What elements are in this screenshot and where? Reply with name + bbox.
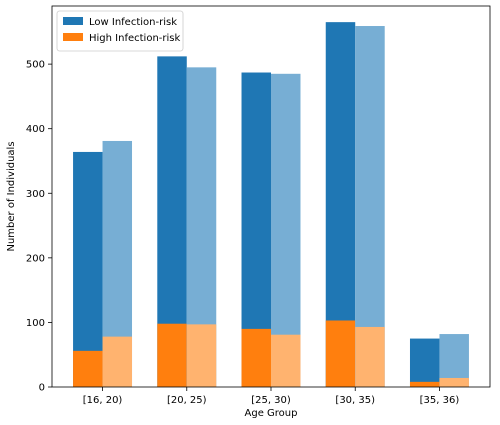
bar-total-g2-3 bbox=[355, 26, 385, 387]
bar-high-risk-g1-2 bbox=[241, 328, 271, 387]
bar-high-risk-g2-4 bbox=[439, 377, 469, 387]
axes-layer: 0 100 200 300 400 500 [16, 20) [20, 25) [25, 30)… bbox=[6, 5, 491, 419]
legend-swatch-0 bbox=[63, 17, 83, 25]
y-tick-label-5: 500 bbox=[26, 60, 45, 71]
bar-high-risk-g2-1 bbox=[186, 324, 217, 387]
x-tick-label-1: [20, 25) bbox=[167, 395, 207, 406]
y-axis-label: Number of Individuals bbox=[6, 141, 17, 251]
bar-high-risk-g1-4 bbox=[409, 381, 440, 387]
y-tick-label-2: 200 bbox=[26, 253, 45, 264]
bars-layer bbox=[73, 22, 469, 388]
legend-box bbox=[56, 10, 184, 52]
legend-swatch-1 bbox=[63, 33, 83, 41]
y-tick-label-1: 100 bbox=[26, 318, 45, 329]
legend-label-1: High Infection-risk bbox=[89, 33, 180, 44]
x-tick-label-4: [35, 36) bbox=[420, 395, 460, 406]
bar-high-risk-g1-1 bbox=[157, 323, 187, 387]
bar-total-g1-4 bbox=[409, 338, 440, 387]
y-tick-label-0: 0 bbox=[39, 383, 45, 394]
bar-high-risk-g1-3 bbox=[325, 320, 356, 387]
bar-high-risk-g2-2 bbox=[271, 334, 301, 387]
legend: Low Infection-risk High Infection-risk bbox=[56, 10, 184, 52]
bar-high-risk-g2-0 bbox=[102, 336, 133, 387]
bar-high-risk-g1-0 bbox=[73, 350, 103, 387]
x-tick-label-2: [25, 30) bbox=[251, 395, 291, 406]
y-tick-label-4: 400 bbox=[26, 124, 45, 135]
x-tick-label-3: [30, 35) bbox=[335, 395, 375, 406]
y-tick-label-3: 300 bbox=[26, 189, 45, 200]
bar-high-risk-g2-3 bbox=[355, 326, 385, 387]
bar-total-g1-0 bbox=[73, 151, 103, 387]
legend-label-0: Low Infection-risk bbox=[89, 17, 177, 28]
x-tick-label-0: [16, 20) bbox=[83, 395, 123, 406]
x-axis-label: Age Group bbox=[245, 408, 298, 419]
